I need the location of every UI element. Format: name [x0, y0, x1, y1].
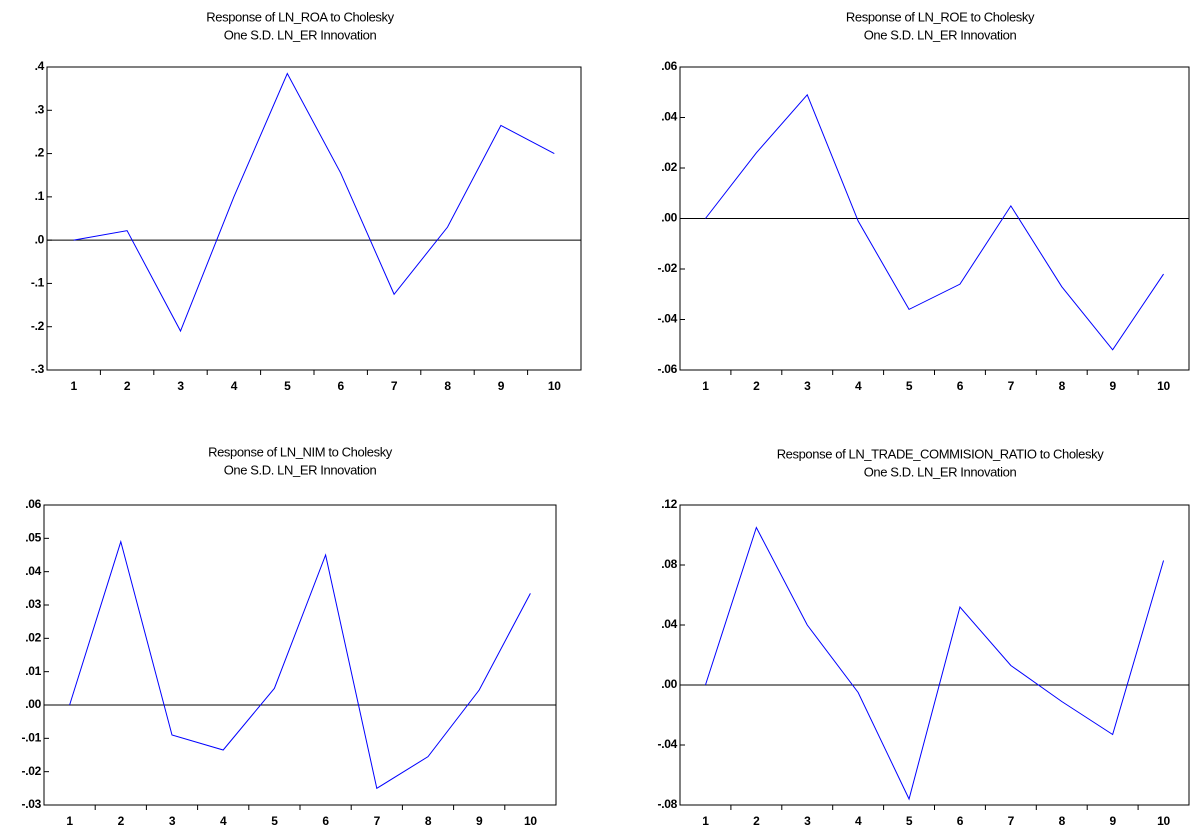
x-tick-label: 3	[804, 814, 811, 828]
x-tick-label: 6	[338, 379, 345, 393]
x-tick-label: 1	[702, 379, 709, 393]
x-tick-label: 2	[124, 379, 131, 393]
x-tick-label: 6	[322, 814, 329, 828]
y-tick-label: -.06	[658, 362, 678, 376]
y-tick-label: .06	[661, 59, 677, 73]
chart-subtitle: One S.D. LN_ER Innovation	[224, 462, 377, 477]
x-tick-label: 8	[1059, 379, 1066, 393]
y-tick-label: .12	[661, 497, 677, 511]
chart-subtitle: One S.D. LN_ER Innovation	[864, 27, 1017, 42]
x-tick-label: 7	[374, 814, 381, 828]
y-tick-label: -.02	[22, 764, 42, 778]
y-tick-label: .04	[25, 564, 41, 578]
x-tick-label: 8	[1059, 814, 1066, 828]
x-tick-label: 3	[177, 379, 184, 393]
chart-title: Response of LN_TRADE_COMMISION_RATIO to …	[777, 446, 1105, 461]
series-line	[70, 542, 531, 789]
plot-frame	[47, 67, 581, 370]
x-tick-label: 1	[66, 814, 73, 828]
x-tick-label: 10	[1157, 814, 1170, 828]
x-tick-label: 7	[1008, 814, 1015, 828]
x-tick-label: 1	[71, 379, 78, 393]
x-tick-label: 4	[231, 379, 238, 393]
x-tick-label: 6	[957, 814, 964, 828]
chart-subtitle: One S.D. LN_ER Innovation	[224, 27, 377, 42]
x-tick-label: 3	[804, 379, 811, 393]
y-tick-label: .00	[661, 211, 677, 225]
y-tick-label: .05	[25, 531, 41, 545]
y-tick-label: .2	[35, 146, 45, 160]
x-tick-label: 5	[906, 379, 913, 393]
y-tick-label: -.2	[31, 319, 45, 333]
y-tick-label: .0	[35, 232, 45, 246]
y-tick-label: -.1	[31, 276, 45, 290]
y-tick-label: .02	[25, 631, 41, 645]
x-tick-label: 2	[753, 814, 760, 828]
x-tick-label: 5	[906, 814, 913, 828]
plot-frame	[680, 505, 1189, 805]
y-tick-label: -.02	[658, 261, 678, 275]
y-tick-label: -.08	[658, 797, 678, 811]
y-tick-label: .01	[25, 664, 41, 678]
x-tick-label: 3	[169, 814, 176, 828]
y-tick-label: -.04	[658, 737, 678, 751]
y-tick-label: -.3	[31, 362, 45, 376]
y-tick-label: .3	[35, 102, 45, 116]
x-tick-label: 5	[284, 379, 291, 393]
chart-title: Response of LN_ROE to Cholesky	[846, 9, 1035, 24]
series-line	[705, 528, 1163, 800]
y-tick-label: .06	[25, 497, 41, 511]
x-tick-label: 4	[855, 814, 862, 828]
chart-subtitle: One S.D. LN_ER Innovation	[864, 464, 1017, 479]
y-tick-label: .08	[661, 557, 677, 571]
series-line	[74, 73, 555, 331]
figure: Response of LN_ROA to Cholesky One S.D. L…	[0, 0, 1197, 832]
y-tick-label: .1	[35, 189, 45, 203]
y-tick-label: .04	[661, 110, 677, 124]
plot-frame	[44, 505, 556, 805]
x-tick-label: 2	[753, 379, 760, 393]
y-tick-label: .02	[661, 160, 677, 174]
x-tick-label: 4	[220, 814, 227, 828]
x-tick-label: 1	[702, 814, 709, 828]
x-tick-label: 6	[957, 379, 964, 393]
y-tick-label: .00	[661, 677, 677, 691]
x-tick-label: 10	[548, 379, 561, 393]
x-tick-label: 9	[1109, 814, 1116, 828]
y-tick-label: .00	[25, 697, 41, 711]
x-tick-label: 10	[1157, 379, 1170, 393]
x-tick-label: 10	[524, 814, 537, 828]
x-tick-label: 5	[271, 814, 278, 828]
y-tick-label: -.04	[658, 312, 678, 326]
x-tick-label: 7	[391, 379, 398, 393]
x-tick-label: 9	[498, 379, 505, 393]
x-tick-label: 4	[855, 379, 862, 393]
series-line	[705, 95, 1163, 350]
y-tick-label: .03	[25, 597, 41, 611]
chart-title: Response of LN_ROA to Cholesky	[206, 9, 394, 24]
y-tick-label: -.03	[22, 797, 42, 811]
y-tick-label: .4	[35, 59, 45, 73]
x-tick-label: 9	[1109, 379, 1116, 393]
x-tick-label: 8	[444, 379, 451, 393]
chart-title: Response of LN_NIM to Cholesky	[208, 444, 393, 459]
y-tick-label: -.01	[22, 731, 42, 745]
x-tick-label: 9	[476, 814, 483, 828]
y-tick-label: .04	[661, 617, 677, 631]
x-tick-label: 2	[118, 814, 125, 828]
x-tick-label: 8	[425, 814, 432, 828]
x-tick-label: 7	[1008, 379, 1015, 393]
